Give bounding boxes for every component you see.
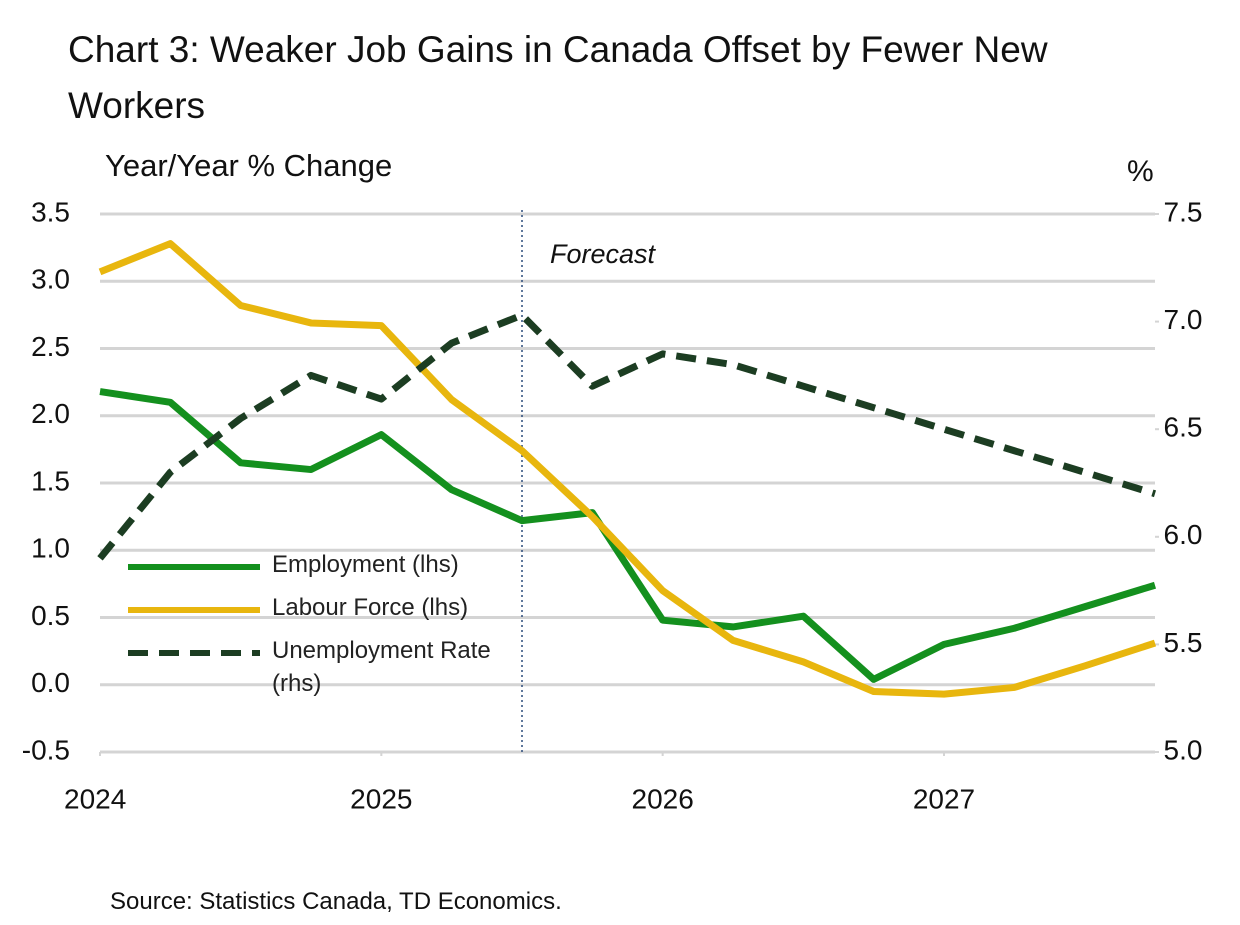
legend-swatch <box>128 650 260 656</box>
x-tick-label: 2027 <box>913 783 975 814</box>
y-axis-label: Year/Year % Change <box>105 148 393 183</box>
y2-tick-label: 5.0 <box>1164 734 1203 765</box>
source: Source: Statistics Canada, TD Economics. <box>110 888 562 915</box>
legend-item: Employment (lhs) <box>128 548 502 581</box>
y2-axis-label: % <box>1127 155 1154 188</box>
chart-title: Chart 3: Weaker Job Gains in Canada Offs… <box>68 29 1048 126</box>
legend-item: Unemployment Rate (rhs) <box>128 634 502 700</box>
y-tick-label: 3.5 <box>31 196 70 227</box>
y-tick-label: 3.0 <box>31 264 70 295</box>
y-tick-label: 0.5 <box>31 600 70 631</box>
y2-tick-label: 6.5 <box>1164 412 1203 443</box>
x-tick-label: 2025 <box>350 783 412 814</box>
series-line <box>97 311 1157 561</box>
series-line <box>98 240 1157 698</box>
x-tick-label: 2026 <box>632 783 694 814</box>
legend-swatch <box>128 607 260 613</box>
y-tick-label: -0.5 <box>22 734 70 765</box>
y2-tick-label: 5.5 <box>1164 627 1203 658</box>
annotation: Forecast <box>550 239 657 269</box>
legend-label: Unemployment Rate (rhs) <box>272 637 491 697</box>
y-tick-label: 2.0 <box>31 398 70 429</box>
y2-tick-label: 7.5 <box>1164 196 1203 227</box>
y-tick-label: 1.0 <box>31 533 70 564</box>
y-tick-label: 0.0 <box>31 667 70 698</box>
y-tick-label: 2.5 <box>31 331 70 362</box>
legend: Employment (lhs) Labour Force (lhs) Unempl… <box>128 548 502 710</box>
x-tick-label: 2024 <box>64 783 126 814</box>
legend-swatch <box>128 564 260 570</box>
legend-label: Labour Force (lhs) <box>272 594 469 621</box>
series-line <box>99 388 1157 683</box>
legend-label: Employment (lhs) <box>272 551 459 578</box>
y2-tick-label: 7.0 <box>1164 304 1203 335</box>
y2-tick-label: 6.0 <box>1164 519 1203 550</box>
y-tick-label: 1.5 <box>31 465 70 496</box>
legend-item: Labour Force (lhs) <box>128 591 502 624</box>
